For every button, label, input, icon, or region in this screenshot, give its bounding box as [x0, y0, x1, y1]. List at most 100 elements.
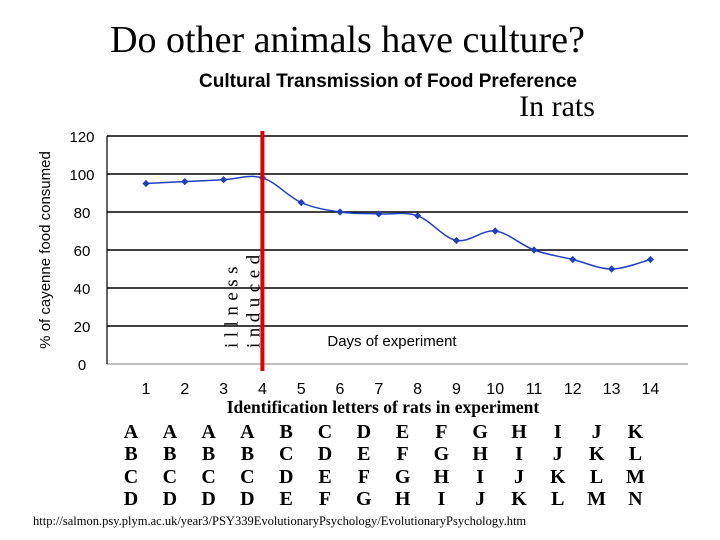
x-tick-label: 1	[142, 381, 151, 398]
data-point	[452, 236, 460, 245]
x-tick-label: 8	[413, 381, 422, 398]
x-tick-label: 10	[486, 381, 504, 398]
rat-id-letter: C	[279, 443, 293, 465]
rat-id-letter: K	[628, 421, 644, 443]
x-tick-label: 2	[180, 381, 189, 398]
x-tick-label: 12	[564, 381, 582, 398]
x-tick-label: 13	[603, 381, 621, 398]
data-point	[646, 255, 654, 264]
data-point	[414, 212, 422, 220]
rat-id-letter: E	[357, 443, 370, 465]
rat-id-letter: G	[395, 466, 411, 488]
x-tick-label: 3	[219, 381, 228, 398]
illness-label: illness	[221, 261, 242, 348]
slide-title: Do other animals have culture?	[110, 19, 585, 61]
rat-id-letter: B	[241, 443, 254, 465]
rat-id-letter: F	[319, 488, 331, 510]
rat-id-letter: D	[357, 421, 371, 443]
rat-id-letter: A	[163, 421, 178, 443]
rat-id-letter: J	[514, 466, 524, 488]
data-point	[297, 198, 305, 207]
rat-id-letter: M	[587, 488, 606, 510]
x-tick-label: 9	[452, 381, 461, 398]
rat-id-letter: F	[396, 443, 408, 465]
rat-id-letter: C	[318, 421, 332, 443]
rat-id-letter: K	[550, 466, 566, 488]
rat-id-letter: J	[592, 421, 602, 443]
rat-id-letter: C	[124, 466, 138, 488]
chart-subtitle: In rats	[519, 90, 595, 123]
rat-id-letter: E	[396, 421, 409, 443]
y-tick-label: 100	[69, 167, 94, 184]
y-tick-label: 60	[74, 243, 91, 260]
data-point	[375, 210, 383, 218]
data-point	[220, 176, 228, 184]
rat-id-letter: C	[201, 466, 215, 488]
rat-id-letter: E	[318, 466, 331, 488]
x-tick-label: 14	[642, 381, 660, 398]
data-point	[569, 255, 577, 264]
y-tick-label: 120	[69, 129, 94, 146]
rat-id-letter: I	[438, 488, 446, 510]
rat-id-letter: A	[240, 421, 255, 443]
y-tick-label: 0	[78, 357, 86, 374]
rat-id-letter: D	[279, 466, 293, 488]
rat-id-letter: J	[475, 488, 485, 510]
rat-id-letter: K	[589, 443, 605, 465]
rat-id-letter: A	[124, 421, 139, 443]
rat-id-letter: D	[201, 488, 215, 510]
rat-id-letter: D	[318, 443, 332, 465]
rat-id-letter: J	[553, 443, 563, 465]
rat-id-letter: L	[551, 488, 564, 510]
rat-id-letter: I	[476, 466, 484, 488]
rat-id-letter: D	[163, 488, 177, 510]
rat-id-letter: L	[629, 443, 642, 465]
rat-id-letter: A	[201, 421, 216, 443]
x-tick-label: 5	[297, 381, 306, 398]
rat-id-letter: H	[511, 421, 527, 443]
rat-id-letter: G	[356, 488, 372, 510]
rat-id-letter: N	[628, 488, 643, 510]
rat-id-letter: I	[515, 443, 523, 465]
x-tick-label: 4	[258, 381, 267, 398]
groups-title: Identification letters of rats in experi…	[227, 397, 540, 417]
rat-id-letter: D	[124, 488, 138, 510]
rat-id-letter: L	[590, 466, 603, 488]
rat-id-letter: H	[472, 443, 488, 465]
rat-id-letter: B	[280, 421, 293, 443]
y-tick-label: 80	[74, 205, 91, 222]
x-tick-label: 11	[526, 381, 543, 398]
y-axis-label: % of cayenne food consumed	[37, 151, 54, 349]
rat-id-letter: I	[554, 421, 562, 443]
data-point	[336, 208, 344, 216]
x-tick-label: 7	[374, 381, 383, 398]
rat-id-letter: E	[280, 488, 293, 510]
series-line	[145, 175, 651, 270]
y-tick-label: 20	[74, 319, 91, 336]
chart-title: Cultural Transmission of Food Preference	[199, 71, 577, 92]
rat-id-letter: G	[434, 443, 450, 465]
y-tick-label: 40	[74, 281, 91, 298]
rat-id-letter: K	[511, 488, 527, 510]
induced-label: induced	[243, 249, 264, 348]
data-point	[530, 246, 538, 254]
rat-id-letter: G	[472, 421, 488, 443]
rat-id-letter: H	[395, 488, 411, 510]
x-axis-label: Days of experiment	[327, 333, 457, 350]
data-point	[491, 227, 499, 235]
data-point	[608, 265, 616, 273]
rat-id-letter: B	[163, 443, 176, 465]
rat-id-letter: B	[202, 443, 215, 465]
source-url[interactable]: http://salmon.psy.plym.ac.uk/year3/PSY33…	[33, 514, 527, 528]
rat-id-letter: M	[626, 466, 645, 488]
rat-id-letter: H	[434, 466, 450, 488]
rat-id-letter: B	[124, 443, 137, 465]
data-point	[142, 179, 150, 188]
rat-id-letter: D	[240, 488, 254, 510]
data-point	[181, 178, 189, 186]
rat-id-letter: C	[163, 466, 177, 488]
rat-id-letter: F	[358, 466, 370, 488]
x-tick-label: 6	[336, 381, 345, 398]
rat-id-letter: F	[435, 421, 447, 443]
